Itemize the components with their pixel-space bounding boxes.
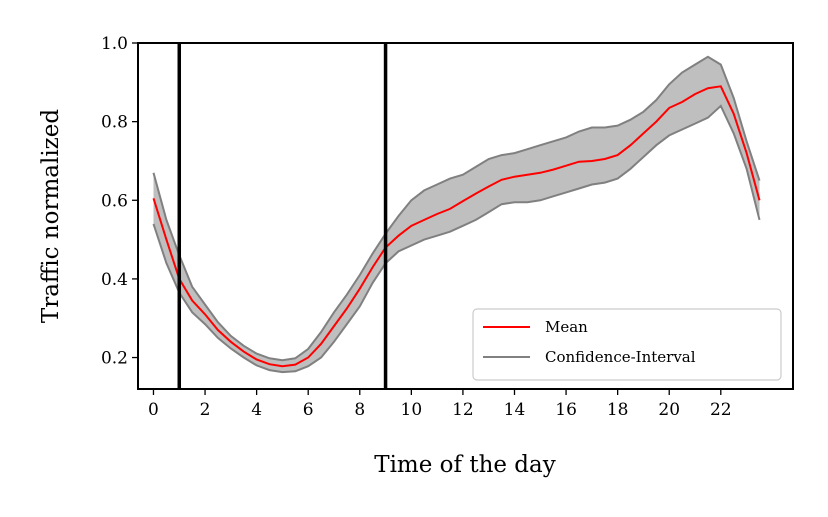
y-tick-label: 1.0 <box>101 34 128 54</box>
x-tick-label: 0 <box>148 400 159 420</box>
x-tick-label: 8 <box>354 400 365 420</box>
legend-ci-label: Confidence-Interval <box>545 348 696 366</box>
x-tick-label: 12 <box>452 400 474 420</box>
x-tick-label: 16 <box>555 400 577 420</box>
axes-frame <box>137 42 794 390</box>
ci-lower-line <box>152 104 761 374</box>
legend: Mean Confidence-Interval <box>472 308 782 381</box>
x-tick-label: 20 <box>658 400 680 420</box>
plot-area <box>152 55 761 374</box>
x-tick-label: 14 <box>504 400 526 420</box>
ci-upper-line <box>152 55 761 362</box>
y-tick-label: 0.6 <box>101 191 128 211</box>
x-ticks: 0 2 4 6 8 10 12 14 16 18 20 22 <box>148 389 732 420</box>
x-axis-label: Time of the day <box>374 452 556 478</box>
y-axis-label: Traffic normalized <box>38 109 64 324</box>
x-tick-label: 2 <box>200 400 211 420</box>
x-tick-label: 22 <box>710 400 732 420</box>
confidence-band <box>153 56 760 373</box>
y-tick-label: 0.4 <box>101 270 128 290</box>
x-tick-label: 10 <box>401 400 423 420</box>
y-tick-label: 0.2 <box>101 349 128 369</box>
x-tick-label: 18 <box>607 400 629 420</box>
legend-mean-label: Mean <box>545 318 588 336</box>
x-tick-label: 4 <box>251 400 262 420</box>
legend-box <box>472 308 782 381</box>
y-ticks: 0.2 0.4 0.6 0.8 1.0 <box>101 34 138 369</box>
vertical-lines <box>177 43 388 389</box>
y-tick-label: 0.8 <box>101 113 128 133</box>
x-tick-label: 6 <box>303 400 314 420</box>
mean-line <box>152 85 761 368</box>
